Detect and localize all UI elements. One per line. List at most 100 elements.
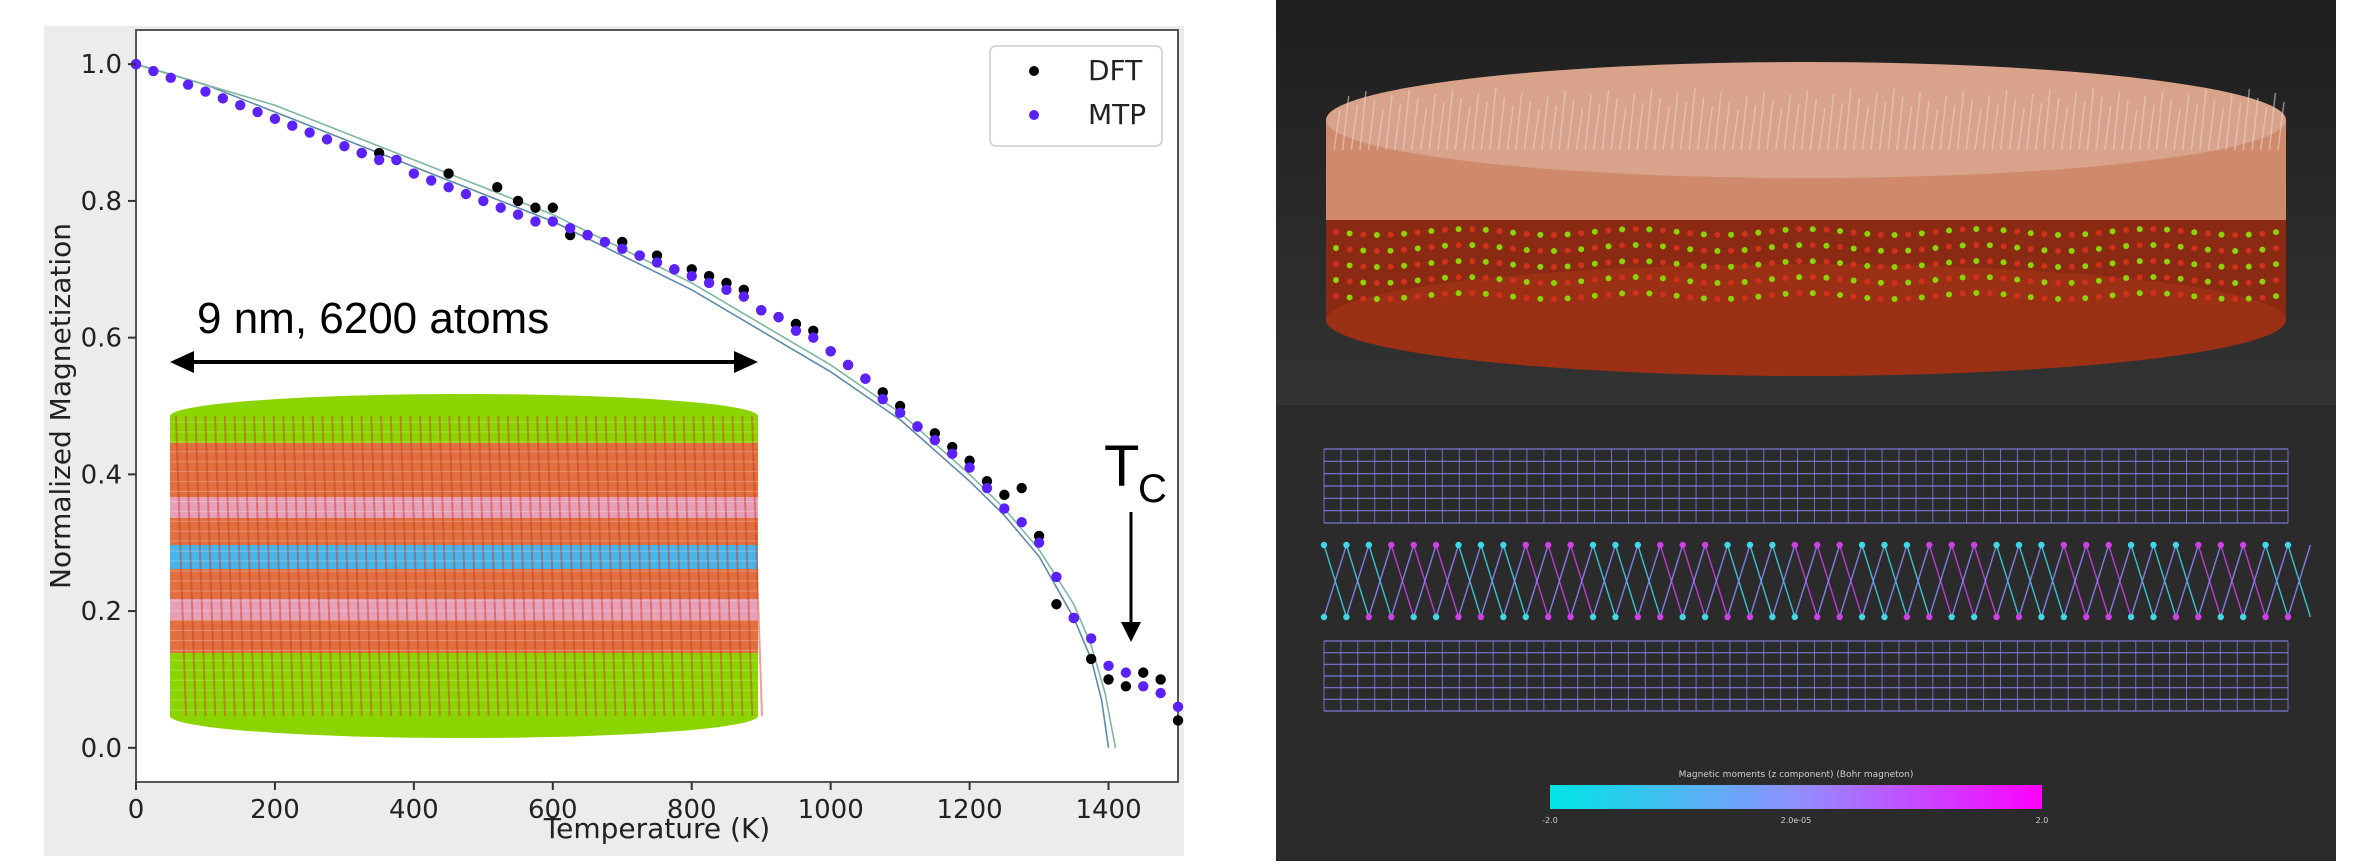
inset-lattice-stripe	[526, 415, 539, 717]
disk-atom	[1700, 295, 1707, 302]
spin-vector	[1497, 96, 1506, 151]
disk-atom	[1537, 231, 1544, 238]
spin-vector	[1705, 105, 1714, 151]
disk-atom	[1537, 295, 1544, 302]
disk-atom	[1932, 292, 1939, 299]
lattice-diagonal	[1928, 544, 1953, 618]
disk-atom	[1401, 278, 1408, 285]
lattice-diagonal	[1592, 544, 1617, 618]
lattice-atom	[1948, 541, 1955, 549]
disk-atom	[1333, 229, 1339, 235]
spin-vector	[2121, 100, 2129, 151]
disk-atom	[1482, 226, 1489, 233]
y-tick-label: 0.4	[81, 460, 122, 490]
disk-atom	[1469, 242, 1476, 249]
spin-vector	[1601, 89, 1610, 151]
spin-vector	[2034, 102, 2043, 151]
disk-atom	[1837, 243, 1844, 250]
lattice-atom	[1769, 541, 1776, 549]
inset-lattice-stripe	[214, 415, 227, 717]
disk-atom	[2164, 274, 2171, 281]
inset-lattice-stripe	[360, 415, 373, 717]
spin-vector	[2008, 98, 2017, 151]
lattice-atom	[1365, 541, 1373, 549]
spin-vector	[1939, 95, 1947, 151]
disk-atom	[1591, 260, 1598, 267]
data-point-mtp	[130, 58, 142, 70]
disk-atom	[1782, 290, 1789, 297]
lattice-atom	[1836, 541, 1843, 549]
disk-atom	[1959, 290, 1966, 297]
disk-atom	[1510, 277, 1517, 284]
disk-atom	[1605, 227, 1612, 234]
colorbar: Magnetic moments (z component) (Bohr mag…	[1542, 770, 2048, 825]
lattice-atom	[1589, 541, 1597, 549]
disk-atom	[1414, 277, 1421, 284]
disk-atom	[1346, 230, 1353, 237]
lattice-atom	[1724, 613, 1731, 621]
disk-atom	[2068, 295, 2075, 302]
inset-lattice-stripe	[672, 415, 685, 717]
data-point-mtp	[1033, 537, 1045, 548]
data-point-dft	[1138, 667, 1149, 678]
disk-atom	[1605, 275, 1612, 282]
disk-atom	[1346, 246, 1353, 253]
data-point-mtp	[1016, 517, 1027, 528]
lattice-atom	[1814, 613, 1821, 621]
disk-atom	[1428, 259, 1435, 266]
disk-atom	[1823, 274, 1830, 281]
data-point-mtp	[478, 195, 489, 207]
disk-atom	[2259, 262, 2266, 269]
data-point-dft	[530, 202, 541, 213]
disk-atom	[2041, 295, 2048, 302]
disk-atom	[1986, 242, 1993, 249]
spin-vector	[1532, 109, 1540, 151]
legend-label-mtp: MTP	[1088, 98, 1146, 131]
lattice-diagonal	[1525, 544, 1549, 618]
inset-lattice-stripe	[731, 415, 744, 717]
disk-atom	[2245, 231, 2252, 238]
lattice-atom	[2262, 541, 2269, 549]
spin-vector	[1428, 93, 1437, 151]
disk-atom	[2041, 231, 2048, 238]
disk-atom	[1809, 226, 1816, 233]
spin-vector	[1740, 95, 1748, 151]
disk-atom	[2109, 244, 2116, 251]
disk-atom	[1591, 276, 1598, 283]
spin-vector	[1385, 94, 1393, 151]
data-point-mtp	[217, 93, 229, 104]
disk-atom	[1401, 262, 1408, 269]
spin-vector	[2216, 107, 2225, 151]
size-annotation-label: 9 nm, 6200 atoms	[197, 294, 549, 343]
data-point-mtp	[651, 257, 663, 268]
size-annotation: 9 nm, 6200 atoms	[170, 294, 758, 373]
data-point-mtp	[1085, 633, 1097, 644]
disk-atom	[1482, 258, 1489, 265]
lattice-atom	[1500, 541, 1507, 549]
disk-atom	[1441, 290, 1448, 297]
lattice-diagonal	[2152, 544, 2177, 618]
lattice-atom	[1388, 613, 1395, 621]
disk-atom	[2014, 244, 2021, 251]
spin-vector	[1783, 94, 1792, 151]
inset-lattice-stripe	[419, 415, 432, 717]
spin-vector	[1471, 92, 1480, 151]
disk-atom	[2123, 259, 2130, 266]
disk-atom	[1360, 263, 1367, 270]
data-point-mtp	[825, 346, 836, 357]
lattice-diagonal	[1659, 544, 1684, 618]
inset-lattice-stripe	[321, 415, 334, 717]
legend-marker-dft	[1029, 66, 1039, 76]
inset-lattice-stripe	[311, 415, 324, 717]
spin-vector	[2000, 89, 2008, 151]
disk-atom	[1387, 295, 1394, 302]
disk-atom	[1973, 290, 1980, 297]
data-point-mtp	[1172, 701, 1184, 712]
data-point-mtp	[1103, 660, 1114, 671]
disk-atom	[1510, 261, 1517, 268]
disk-atom	[1646, 226, 1653, 233]
spin-vector	[1861, 106, 1870, 151]
disk-atom	[2245, 295, 2252, 302]
lattice-atom	[2015, 613, 2023, 621]
lattice-diagonal	[2018, 544, 2043, 618]
